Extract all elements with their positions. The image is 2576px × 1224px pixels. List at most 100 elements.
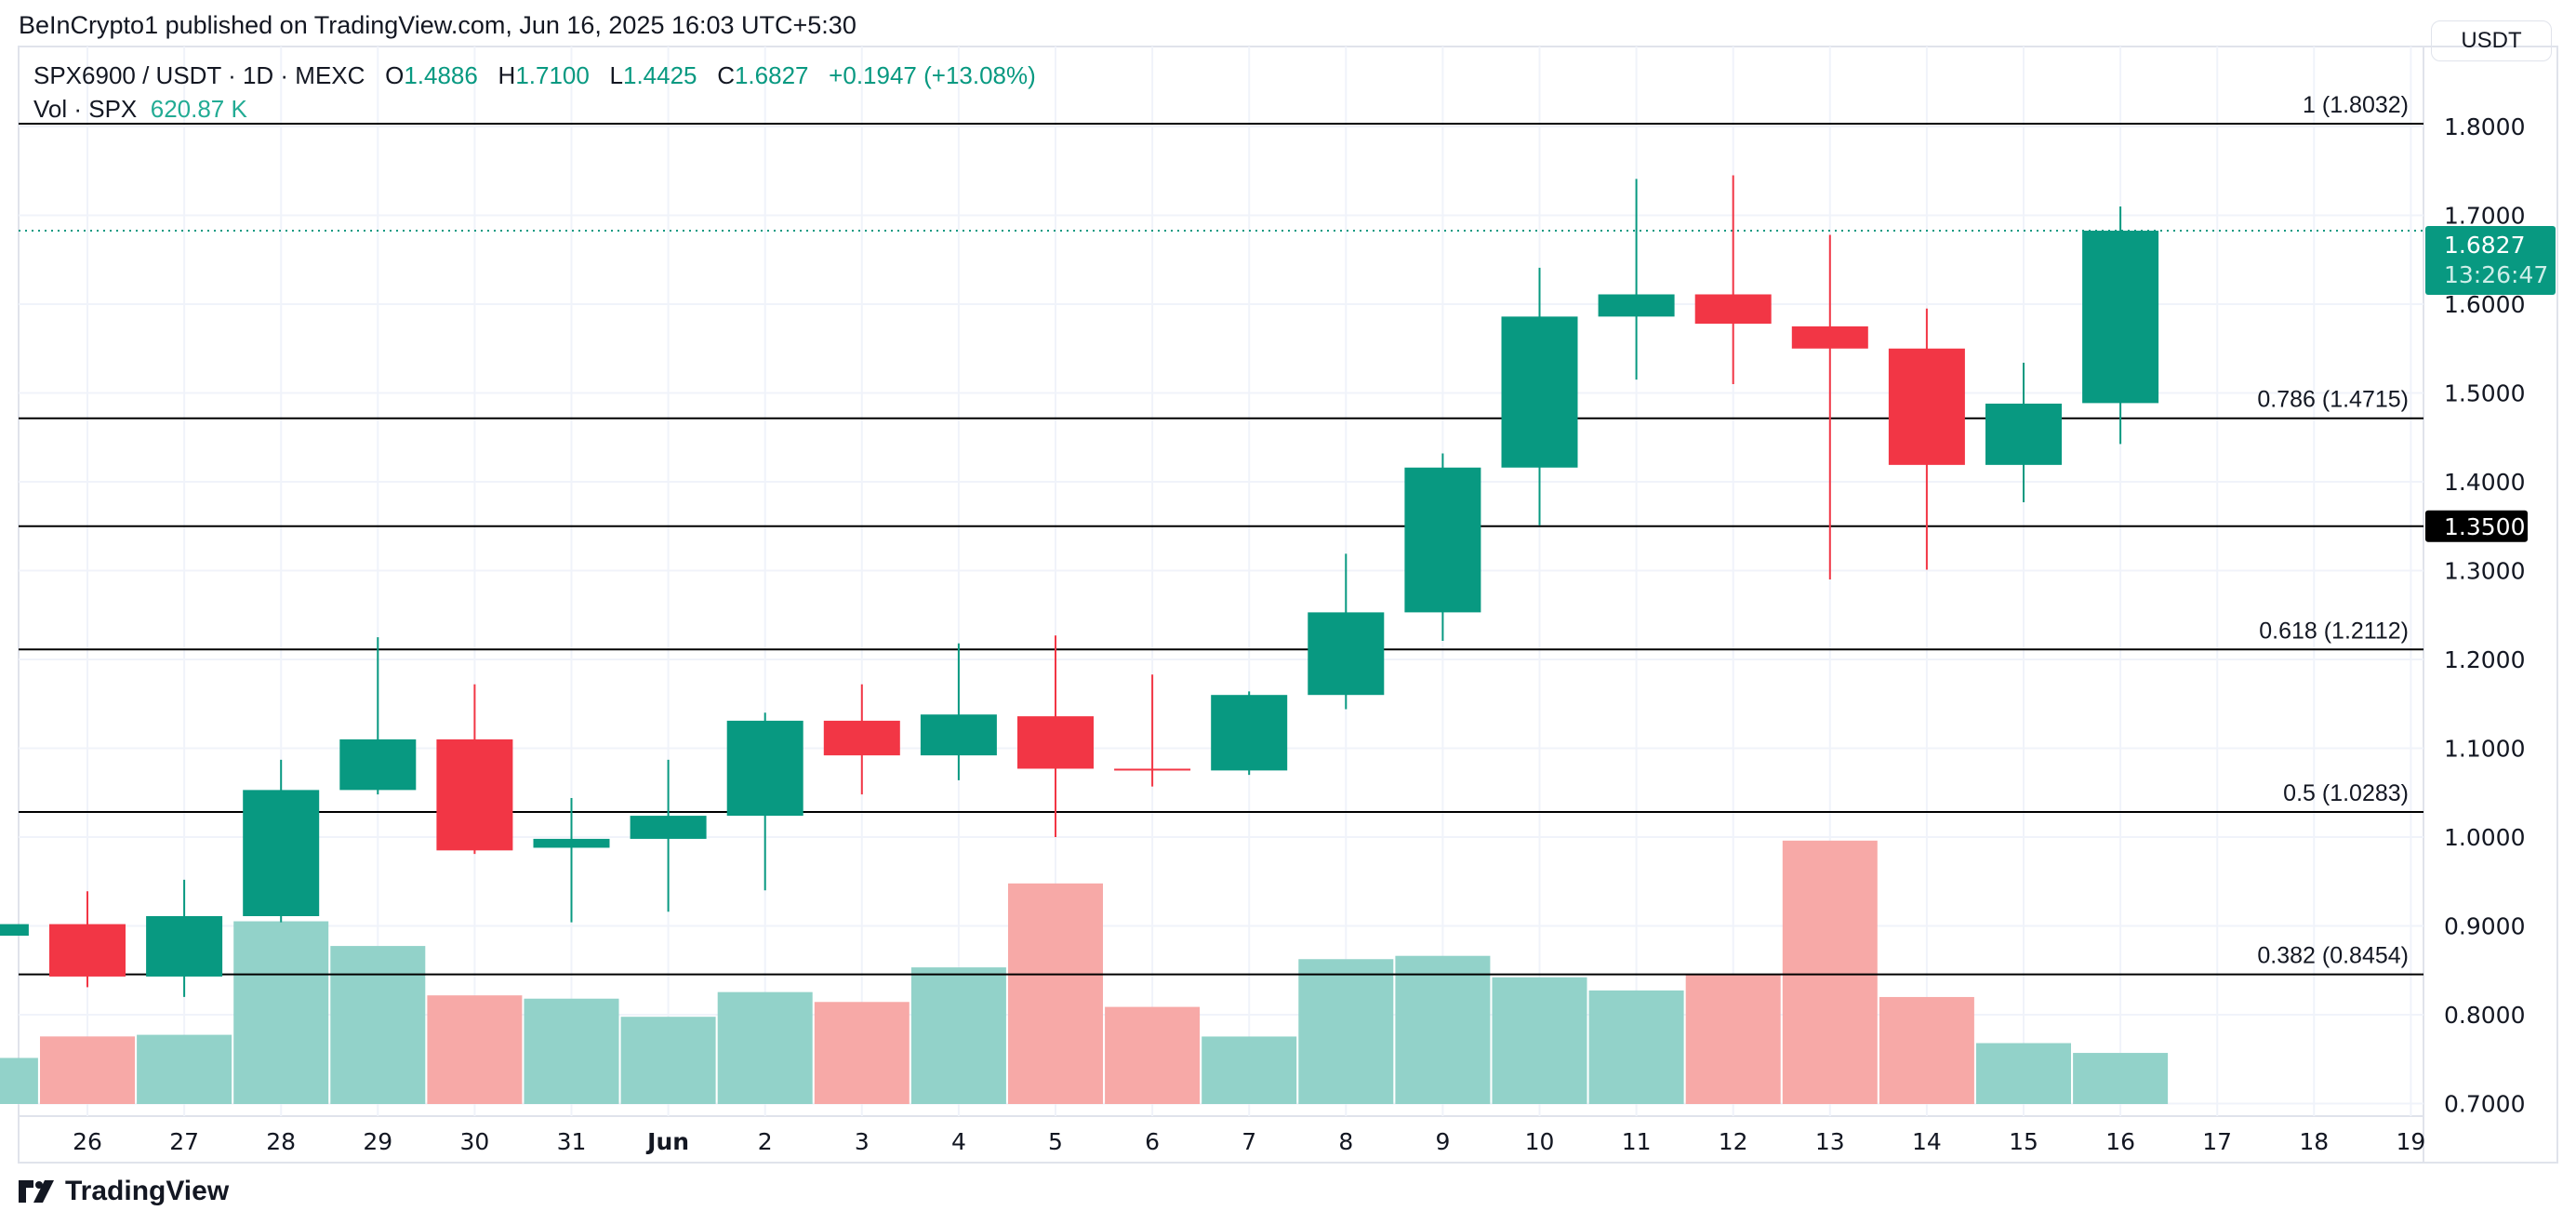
y-tick-label: 0.9000 (2444, 913, 2525, 940)
candle-body (1888, 348, 1965, 465)
candle-body (0, 924, 29, 937)
candle-body (533, 838, 610, 848)
tradingview-logo-icon (19, 1180, 54, 1203)
volume-bar (1976, 1043, 2071, 1104)
change-value: +0.1947 (+13.08%) (829, 61, 1036, 89)
tradingview-logo[interactable]: TradingView (19, 1176, 229, 1207)
fib-level-label: 0.618 (1.2112) (2259, 618, 2409, 644)
volume-bar (233, 921, 329, 1104)
volume-bar (2073, 1053, 2169, 1104)
x-tick-label: 9 (1435, 1128, 1450, 1155)
fib-level-label: 0.786 (1.4715) (2257, 387, 2409, 413)
y-tick-label: 1.6000 (2444, 291, 2525, 318)
candle-body (1211, 695, 1288, 771)
y-tick-label: 1.2000 (2444, 646, 2525, 673)
candle-body (1985, 403, 2062, 465)
x-tick-label: Jun (645, 1128, 689, 1155)
volume-bar (1782, 840, 1878, 1104)
candle-body (823, 720, 900, 756)
x-tick-label: 2 (758, 1128, 773, 1155)
currency-button[interactable]: USDT (2431, 20, 2552, 61)
candle-body (1114, 768, 1191, 771)
candle-body (1501, 316, 1578, 468)
symbol-label[interactable]: SPX6900 / USDT · 1D · MEXC (33, 61, 365, 89)
y-tick-label: 1.0000 (2444, 824, 2525, 851)
x-tick-label: 11 (1622, 1128, 1652, 1155)
candle-body (630, 816, 707, 839)
fib-level-label: 1 (1.8032) (2303, 92, 2409, 118)
volume-bar (524, 998, 619, 1104)
chart-frame (18, 46, 2558, 1164)
x-tick-label: 18 (2299, 1128, 2329, 1155)
x-tick-label: 8 (1338, 1128, 1353, 1155)
x-tick-label: 17 (2202, 1128, 2232, 1155)
footer-brand: TradingView (65, 1176, 230, 1206)
x-tick-label: 30 (459, 1128, 489, 1155)
close-value: 1.6827 (734, 61, 809, 89)
horizontal-line-price-tag (2425, 510, 2528, 542)
low-label: L (609, 61, 623, 89)
x-tick-label: 5 (1048, 1128, 1063, 1155)
candle-body (49, 924, 126, 977)
candle-body (726, 720, 803, 817)
high-value: 1.7100 (515, 61, 590, 89)
volume-legend: Vol · SPX 620.87 K (33, 95, 247, 124)
fib-level-label: 0.382 (0.8454) (2257, 943, 2409, 969)
x-tick-label: 15 (2009, 1128, 2038, 1155)
x-tick-label: 7 (1242, 1128, 1256, 1155)
x-tick-label: 16 (2105, 1128, 2135, 1155)
y-tick-label: 1.1000 (2444, 736, 2525, 763)
ohlc-legend: SPX6900 / USDT · 1D · MEXC O1.4886 H1.71… (33, 61, 1036, 90)
low-value: 1.4425 (622, 61, 697, 89)
volume-bar (1298, 959, 1394, 1104)
candle-body (1404, 467, 1481, 613)
volume-bar (1492, 977, 1587, 1104)
y-tick-label: 1.3000 (2444, 558, 2525, 585)
volume-bar (137, 1034, 232, 1104)
candle-body (1017, 716, 1094, 769)
close-label: C (717, 61, 735, 89)
volume-bar (330, 946, 426, 1104)
volume-bar (1202, 1036, 1297, 1104)
y-tick-label: 1.8000 (2444, 113, 2525, 140)
volume-value: 620.87 K (150, 95, 247, 123)
volume-bar (0, 1058, 38, 1104)
x-tick-label: 27 (169, 1128, 199, 1155)
y-tick-label: 0.8000 (2444, 1002, 2525, 1029)
candle-body (1308, 612, 1385, 696)
fib-level-label: 0.5 (1.0283) (2283, 780, 2409, 806)
x-tick-label: 4 (951, 1128, 966, 1155)
horizontal-line-price-label: 1.3500 (2444, 513, 2525, 540)
x-tick-label: 26 (73, 1128, 102, 1155)
volume-bar (1008, 883, 1103, 1104)
open-value: 1.4886 (404, 61, 478, 89)
volume-bar (620, 1017, 716, 1104)
last-price-label: 1.6827 (2444, 232, 2525, 259)
x-tick-label: 3 (855, 1128, 870, 1155)
volume-bar (1395, 955, 1491, 1104)
x-tick-label: 6 (1145, 1128, 1160, 1155)
published-caption: BeInCrypto1 published on TradingView.com… (19, 11, 856, 39)
candle-body (1694, 294, 1772, 325)
x-tick-label: 29 (363, 1128, 392, 1155)
volume-bar (1588, 990, 1684, 1104)
x-tick-label: 28 (266, 1128, 296, 1155)
volume-bar (427, 995, 523, 1104)
volume-bar (717, 991, 813, 1104)
volume-label[interactable]: Vol · SPX (33, 95, 138, 123)
candle-body (2082, 231, 2159, 404)
candle-body (436, 738, 513, 851)
x-tick-label: 12 (1719, 1128, 1748, 1155)
volume-bar (1879, 996, 1974, 1104)
volume-bar (40, 1036, 135, 1104)
candle-body (1791, 326, 1868, 349)
volume-bar (1105, 1006, 1201, 1104)
high-label: H (498, 61, 516, 89)
open-label: O (385, 61, 405, 89)
x-tick-label: 13 (1815, 1128, 1845, 1155)
volume-bar (814, 1002, 910, 1104)
candle-body (1598, 294, 1675, 317)
bar-countdown-label: 13:26:47 (2444, 261, 2548, 288)
x-tick-label: 14 (1912, 1128, 1942, 1155)
